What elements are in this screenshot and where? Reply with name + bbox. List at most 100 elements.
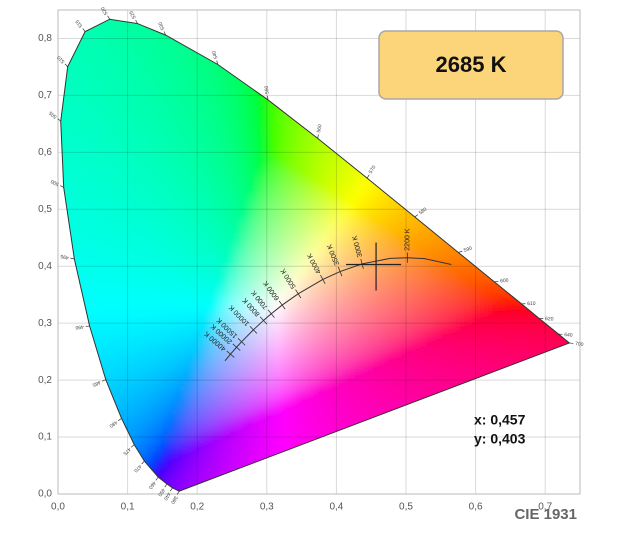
color-cell: [90, 410, 99, 419]
color-cell: [314, 106, 323, 115]
color-cell: [546, 450, 555, 459]
color-cell: [458, 418, 467, 427]
color-cell: [226, 498, 235, 507]
color-cell: [578, 298, 587, 307]
color-cell: [370, 482, 379, 491]
color-cell: [170, 106, 179, 115]
color-cell: [242, 482, 251, 491]
color-cell: [218, 258, 227, 267]
color-cell: [282, 234, 291, 243]
color-cell: [410, 18, 419, 27]
color-cell: [282, 218, 291, 227]
color-cell: [210, 418, 219, 427]
color-cell: [442, 314, 451, 323]
color-cell: [202, 314, 211, 323]
color-cell: [514, 330, 523, 339]
color-cell: [394, 130, 403, 139]
color-cell: [442, 10, 451, 19]
wavelength-label: 515: [74, 18, 84, 28]
color-cell: [314, 146, 323, 155]
color-cell: [490, 306, 499, 315]
color-cell: [154, 386, 163, 395]
color-cell: [66, 218, 75, 227]
color-cell: [170, 474, 179, 483]
color-cell: [274, 138, 283, 147]
wavelength-label: 570: [368, 165, 378, 175]
color-cell: [426, 114, 435, 123]
color-cell: [106, 114, 115, 123]
color-cell: [554, 314, 563, 323]
color-cell: [578, 362, 587, 371]
color-cell: [274, 90, 283, 99]
color-cell: [218, 218, 227, 227]
color-cell: [234, 226, 243, 235]
color-cell: [266, 146, 275, 155]
color-cell: [530, 466, 539, 475]
wavelength-tick: [415, 215, 418, 217]
color-cell: [330, 298, 339, 307]
color-cell: [346, 26, 355, 35]
color-cell: [66, 330, 75, 339]
color-cell: [226, 394, 235, 403]
color-cell: [226, 122, 235, 131]
color-cell: [186, 418, 195, 427]
color-cell: [386, 170, 395, 179]
color-cell: [322, 82, 331, 91]
color-cell: [450, 266, 459, 275]
color-cell: [106, 42, 115, 51]
color-cell: [258, 138, 267, 147]
color-cell: [114, 394, 123, 403]
color-cell: [354, 306, 363, 315]
color-cell: [394, 146, 403, 155]
color-cell: [330, 154, 339, 163]
color-cell: [570, 194, 579, 203]
color-cell: [58, 242, 67, 251]
color-cell: [354, 298, 363, 307]
color-cell: [370, 226, 379, 235]
color-cell: [426, 458, 435, 467]
color-cell: [386, 250, 395, 259]
color-cell: [338, 186, 347, 195]
color-cell: [290, 186, 299, 195]
color-cell: [522, 266, 531, 275]
color-cell: [226, 474, 235, 483]
color-cell: [546, 242, 555, 251]
color-cell: [506, 18, 515, 27]
color-cell: [530, 338, 539, 347]
color-cell: [266, 258, 275, 267]
color-cell: [290, 106, 299, 115]
color-cell: [322, 338, 331, 347]
color-cell: [106, 282, 115, 291]
color-cell: [442, 146, 451, 155]
color-cell: [322, 410, 331, 419]
color-cell: [98, 466, 107, 475]
color-cell: [450, 458, 459, 467]
color-cell: [290, 170, 299, 179]
color-cell: [122, 466, 131, 475]
color-cell: [258, 250, 267, 259]
color-cell: [98, 314, 107, 323]
color-cell: [434, 170, 443, 179]
color-cell: [82, 178, 91, 187]
color-cell: [338, 394, 347, 403]
color-cell: [210, 130, 219, 139]
color-cell: [442, 298, 451, 307]
color-cell: [378, 170, 387, 179]
color-cell: [250, 242, 259, 251]
color-cell: [418, 178, 427, 187]
color-cell: [98, 458, 107, 467]
color-cell: [226, 386, 235, 395]
color-cell: [442, 162, 451, 171]
color-cell: [546, 106, 555, 115]
color-cell: [522, 194, 531, 203]
color-cell: [562, 298, 571, 307]
color-cell: [250, 130, 259, 139]
color-cell: [514, 290, 523, 299]
color-cell: [178, 10, 187, 19]
color-cell: [450, 274, 459, 283]
color-cell: [426, 418, 435, 427]
color-cell: [170, 266, 179, 275]
color-cell: [482, 346, 491, 355]
color-cell: [202, 218, 211, 227]
color-cell: [570, 482, 579, 491]
